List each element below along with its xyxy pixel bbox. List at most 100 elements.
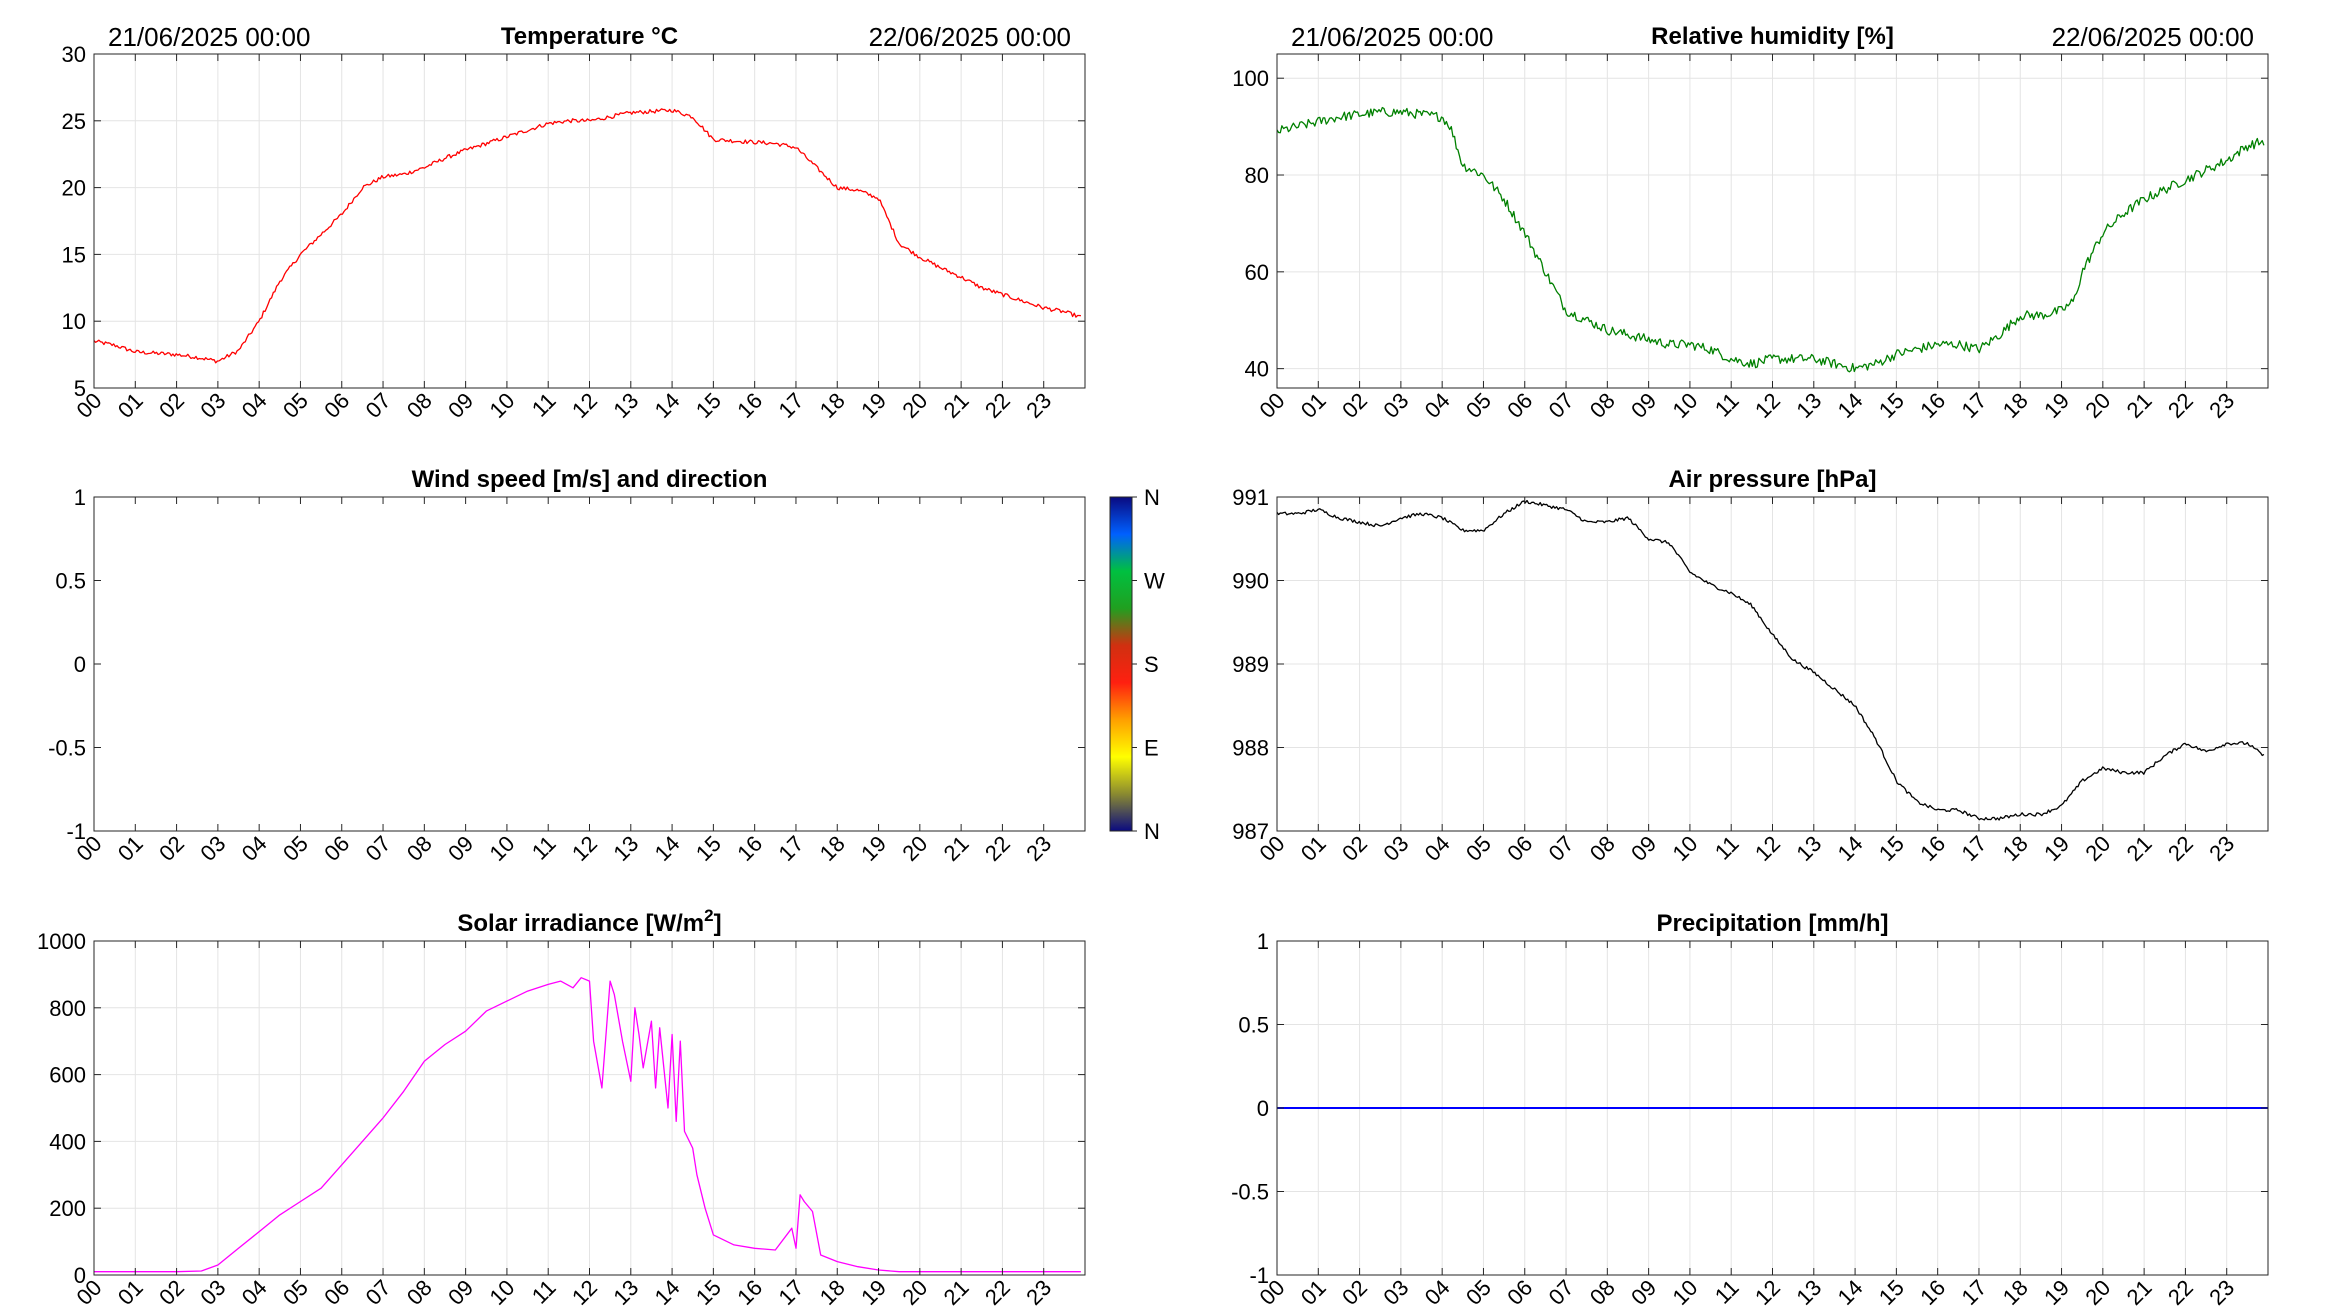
y-tick-label: 1 (74, 485, 86, 510)
colorbar-label: S (1144, 652, 1159, 677)
x-tick-label: 20 (2080, 388, 2115, 423)
x-tick-label: 06 (1502, 388, 1537, 423)
series-line (94, 977, 1081, 1273)
x-tick-label: 18 (815, 388, 850, 423)
y-tick-label: 988 (1232, 736, 1269, 761)
x-tick-label: 05 (278, 388, 313, 423)
x-tick-label: 15 (691, 831, 726, 866)
x-tick-label: 21 (939, 1275, 974, 1310)
x-tick-label: 20 (2080, 1275, 2115, 1310)
chart-solar: 00 01 02 03 04 05 06 07 08 09 10 11 12 13 14 15 16 17 18 19… (37, 906, 1086, 1310)
colorbar-label: N (1144, 485, 1160, 510)
colorbar-label: N (1144, 819, 1160, 844)
chart-temperature: 00 01 02 03 04 05 06 07 08 09 10 11 12 13 14 15 16 17 18 19… (62, 22, 1086, 423)
x-tick-label: 10 (484, 831, 519, 866)
x-tick-label: 06 (1502, 1275, 1537, 1310)
x-tick-label: 10 (1667, 1275, 1702, 1310)
y-tick-label: 0 (1257, 1096, 1269, 1121)
chart-title: Relative humidity [%] (1651, 23, 1894, 50)
x-tick-label: 13 (1791, 831, 1826, 866)
x-tick-label: 10 (1667, 831, 1702, 866)
x-tick-label: 12 (567, 831, 602, 866)
x-tick-label: 03 (1378, 388, 1413, 423)
x-tick-label: 16 (732, 831, 767, 866)
x-tick-label: 15 (1874, 831, 1909, 866)
x-tick-label: 08 (402, 831, 437, 866)
chart-title-superscript: 2 (704, 906, 713, 925)
chart-title: Air pressure [hPa] (1668, 466, 1876, 493)
y-tick-label: 25 (62, 109, 86, 134)
y-tick-label: 10 (62, 309, 86, 334)
x-tick-label: 19 (2039, 388, 2074, 423)
x-tick-label: 10 (1667, 388, 1702, 423)
x-tick-label: 06 (319, 1275, 354, 1310)
x-tick-label: 06 (319, 388, 354, 423)
x-tick-label: 20 (897, 831, 932, 866)
x-tick-label: 06 (1502, 831, 1537, 866)
x-tick-label: 22 (980, 388, 1015, 423)
x-tick-label: 07 (1544, 831, 1579, 866)
x-tick-label: 01 (1296, 1275, 1331, 1310)
x-tick-label: 11 (1710, 831, 1744, 865)
x-tick-label: 13 (608, 1275, 643, 1310)
x-tick-label: 08 (1585, 388, 1620, 423)
y-tick-label: 0.5 (55, 569, 86, 594)
x-tick-label: 13 (1791, 388, 1826, 423)
chart-title-text: Precipitation [mm/h] (1656, 910, 1888, 937)
x-tick-label: 07 (1544, 388, 1579, 423)
x-tick-label: 02 (154, 1275, 189, 1310)
x-tick-label: 22 (980, 1275, 1015, 1310)
x-tick-label: 21 (939, 388, 974, 423)
chart-humidity: 00 01 02 03 04 05 06 07 08 09 10 11 12 13 14 15 16 17 18 19… (1232, 22, 2269, 423)
x-tick-label: 21 (939, 831, 974, 866)
chart-title-text: Wind speed [m/s] and direction (412, 466, 768, 493)
x-tick-label: 11 (527, 1275, 561, 1309)
x-tick-label: 18 (1998, 388, 2033, 423)
x-tick-label: 05 (278, 1275, 313, 1310)
chart-title: Solar irradiance [W/m2] (457, 906, 721, 937)
header-start-date: 21/06/2025 00:00 (108, 22, 310, 52)
x-tick-label: 12 (567, 388, 602, 423)
x-tick-label: 17 (1957, 388, 1992, 423)
x-tick-label: 02 (1337, 831, 1372, 866)
x-tick-label: 06 (319, 831, 354, 866)
chart-title-suffix: ] (714, 910, 722, 937)
x-tick-label: 12 (1750, 831, 1785, 866)
y-tick-label: 200 (49, 1196, 86, 1221)
chart-precipitation: 00 01 02 03 04 05 06 07 08 09 10 11 12 13 14 15 16 17 18 19… (1231, 910, 2269, 1310)
x-tick-label: 09 (1626, 1275, 1661, 1310)
chart-title-text: Solar irradiance [W/m (457, 910, 704, 937)
y-tick-label: 100 (1232, 66, 1269, 91)
x-tick-label: 01 (113, 388, 148, 423)
x-tick-label: 14 (1833, 1275, 1868, 1310)
y-tick-label: 0.5 (1238, 1013, 1269, 1038)
x-tick-label: 01 (113, 831, 148, 866)
x-tick-label: 23 (2204, 831, 2239, 866)
x-tick-label: 20 (897, 388, 932, 423)
x-tick-label: 20 (897, 1275, 932, 1310)
x-tick-label: 12 (1750, 388, 1785, 423)
x-tick-label: 17 (774, 388, 809, 423)
y-tick-label: -0.5 (1231, 1180, 1269, 1205)
header-end-date: 22/06/2025 00:00 (2052, 22, 2254, 52)
x-tick-label: 14 (1833, 831, 1868, 866)
x-tick-label: 09 (443, 1275, 478, 1310)
series-line (1276, 106, 2265, 373)
x-tick-label: 04 (1420, 831, 1455, 866)
x-tick-label: 17 (1957, 1275, 1992, 1310)
chart-wind: 00 01 02 03 04 05 06 07 08 09 10 11 12 13 14 15 16 17 18 19… (48, 466, 1165, 866)
x-tick-label: 10 (484, 388, 519, 423)
x-tick-label: 19 (856, 831, 891, 866)
x-tick-label: 23 (1021, 388, 1056, 423)
series-line (93, 108, 1081, 364)
x-tick-label: 13 (608, 831, 643, 866)
y-tick-label: -0.5 (48, 736, 86, 761)
x-tick-label: 13 (1791, 1275, 1826, 1310)
x-tick-label: 16 (732, 1275, 767, 1310)
x-tick-label: 23 (2204, 388, 2239, 423)
x-tick-label: 17 (774, 1275, 809, 1310)
y-tick-label: 989 (1232, 652, 1269, 677)
x-tick-label: 17 (774, 831, 809, 866)
chart-title: Precipitation [mm/h] (1656, 910, 1888, 937)
